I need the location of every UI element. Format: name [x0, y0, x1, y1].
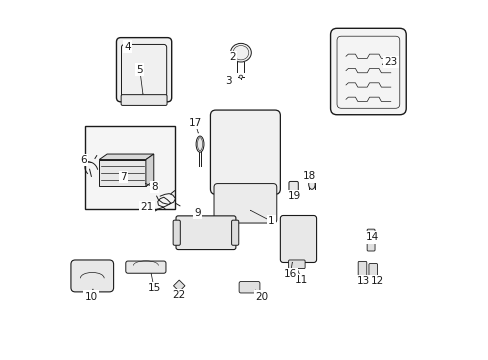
Text: 5: 5	[136, 64, 143, 75]
Text: 20: 20	[255, 292, 268, 302]
Ellipse shape	[196, 136, 203, 152]
Text: 16: 16	[283, 269, 296, 279]
Text: 15: 15	[147, 283, 161, 293]
Text: 10: 10	[84, 292, 98, 302]
FancyBboxPatch shape	[210, 110, 280, 194]
Bar	[85, 126, 174, 209]
Polygon shape	[99, 154, 153, 159]
FancyBboxPatch shape	[71, 260, 113, 292]
Text: 3: 3	[224, 76, 231, 86]
Ellipse shape	[230, 43, 251, 62]
Text: 2: 2	[229, 52, 236, 62]
FancyBboxPatch shape	[239, 282, 260, 293]
Text: 6: 6	[81, 155, 87, 165]
FancyBboxPatch shape	[330, 28, 406, 115]
Text: 1: 1	[267, 216, 274, 226]
FancyBboxPatch shape	[368, 264, 377, 277]
FancyBboxPatch shape	[357, 261, 366, 277]
FancyBboxPatch shape	[366, 229, 374, 251]
FancyBboxPatch shape	[214, 184, 276, 223]
Text: 22: 22	[172, 291, 185, 301]
Ellipse shape	[308, 179, 314, 189]
Text: 21: 21	[140, 202, 153, 212]
Text: 11: 11	[295, 275, 308, 285]
Text: 12: 12	[370, 276, 383, 286]
FancyBboxPatch shape	[121, 95, 167, 105]
Text: 9: 9	[194, 208, 201, 218]
Polygon shape	[173, 280, 184, 292]
FancyBboxPatch shape	[176, 216, 235, 249]
Text: 23: 23	[384, 57, 397, 67]
Text: 8: 8	[150, 182, 157, 192]
FancyBboxPatch shape	[116, 38, 171, 102]
FancyBboxPatch shape	[125, 261, 165, 273]
Text: 13: 13	[356, 276, 369, 286]
Text: 14: 14	[366, 232, 379, 242]
Bar	[99, 159, 145, 186]
FancyBboxPatch shape	[288, 181, 298, 199]
FancyBboxPatch shape	[231, 220, 238, 245]
FancyBboxPatch shape	[280, 216, 316, 262]
Text: 18: 18	[302, 171, 315, 181]
Text: 4: 4	[124, 42, 131, 51]
FancyBboxPatch shape	[173, 220, 180, 245]
Ellipse shape	[239, 75, 242, 78]
Text: 7: 7	[120, 172, 127, 182]
FancyBboxPatch shape	[288, 260, 305, 269]
Text: 19: 19	[287, 191, 300, 201]
Text: 17: 17	[188, 118, 201, 128]
Polygon shape	[145, 154, 153, 186]
